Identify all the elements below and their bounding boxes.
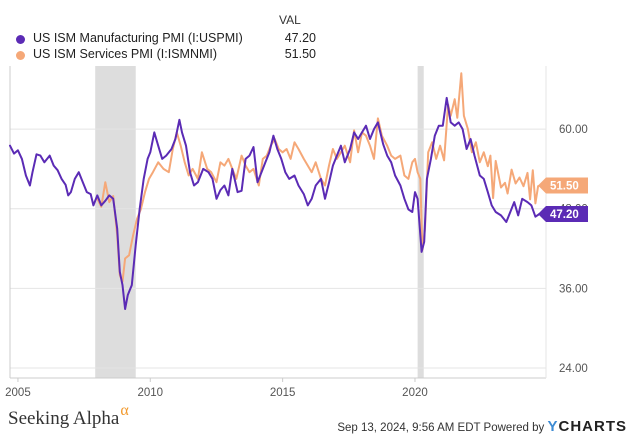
legend-item-value: 51.50 — [284, 47, 316, 61]
badge-value: 47.20 — [550, 209, 579, 221]
footer-attribution: Sep 13, 2024, 9:56 AM EDT Powered by YCH… — [337, 418, 627, 435]
axes — [9, 66, 547, 379]
legend-value-header: VAL — [279, 13, 301, 27]
x-axis-ticks: 2005 2010 2015 2020 — [5, 378, 428, 399]
badge-value: 51.50 — [550, 180, 579, 192]
legend-item-manufacturing[interactable]: US ISM Manufacturing PMI (I:USPMI) 47.20 — [16, 31, 316, 47]
series-color-dot-icon — [16, 51, 25, 60]
services-pmi-line — [96, 72, 541, 283]
ycharts-logo[interactable]: YCHARTS — [547, 418, 627, 435]
x-tick-label: 2020 — [402, 387, 428, 399]
manufacturing-pmi-line — [9, 96, 541, 310]
y-tick-label: 36.00 — [559, 283, 588, 295]
x-tick-label: 2015 — [270, 387, 296, 399]
gridlines — [10, 128, 546, 369]
badge-shape — [538, 206, 588, 223]
ycharts-wordmark: CHARTS — [558, 418, 627, 435]
manufacturing-last-value-badge: 47.20 — [538, 206, 588, 223]
legend-item-value: 47.20 — [284, 31, 316, 45]
series-color-dot-icon — [16, 35, 25, 44]
ycharts-y-icon: Y — [547, 418, 559, 435]
y-tick-label: 24.00 — [559, 363, 588, 375]
alpha-icon: α — [120, 402, 129, 419]
logo-text: Seeking Alpha — [8, 408, 120, 429]
legend: VAL US ISM Manufacturing PMI (I:USPMI) 4… — [0, 0, 635, 66]
legend-item-services[interactable]: US ISM Services PMI (I:ISMNMI) 51.50 — [16, 47, 316, 63]
y-tick-label: 60.00 — [559, 124, 588, 136]
legend-item-label: US ISM Manufacturing PMI (I:USPMI) — [33, 31, 243, 45]
x-tick-label: 2010 — [137, 387, 163, 399]
series-lines — [9, 72, 541, 310]
badge-shape — [538, 177, 588, 194]
x-tick-label: 2005 — [5, 387, 31, 399]
recession-bands — [95, 66, 424, 378]
timestamp: Sep 13, 2024, 9:56 AM EDT — [337, 422, 481, 434]
last-value-badges: 47.20 51.50 — [538, 177, 588, 223]
powered-by-label: Powered by — [483, 422, 545, 434]
seeking-alpha-logo[interactable]: Seeking Alphaα — [8, 402, 129, 430]
legend-item-label: US ISM Services PMI (I:ISMNMI) — [33, 47, 218, 61]
services-last-value-badge: 51.50 — [538, 177, 588, 194]
